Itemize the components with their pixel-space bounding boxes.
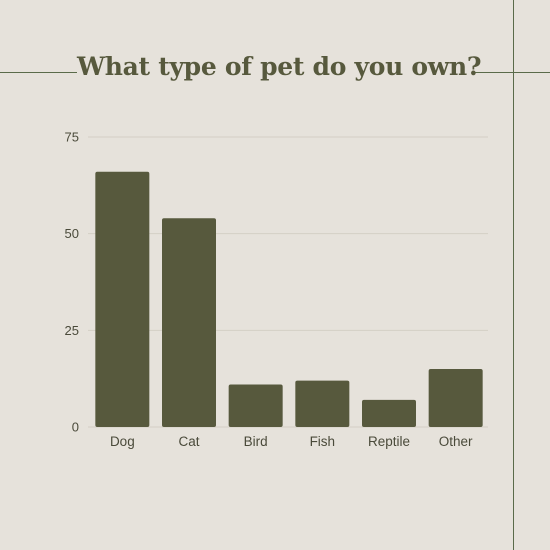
bar-bird — [228, 384, 283, 427]
x-tick-label: Bird — [244, 434, 268, 449]
y-tick-label: 0 — [72, 420, 79, 435]
x-tick-label: Fish — [310, 434, 336, 449]
title-rule-right — [474, 72, 550, 73]
x-tick-label: Reptile — [368, 434, 410, 449]
title-rule-left — [0, 72, 77, 73]
bar-fish — [295, 380, 350, 427]
chart-title: What type of pet do you own? — [77, 52, 482, 81]
y-tick-label: 25 — [65, 323, 79, 338]
vertical-rule — [513, 0, 514, 550]
x-tick-label: Cat — [178, 434, 199, 449]
y-tick-label: 75 — [65, 130, 79, 145]
x-tick-label: Dog — [110, 434, 135, 449]
y-tick-label: 50 — [65, 226, 79, 241]
bar-reptile — [362, 399, 416, 427]
bar-dog — [95, 171, 150, 427]
bar-cat — [162, 218, 216, 427]
bar-other — [428, 369, 483, 427]
x-tick-label: Other — [439, 434, 473, 449]
